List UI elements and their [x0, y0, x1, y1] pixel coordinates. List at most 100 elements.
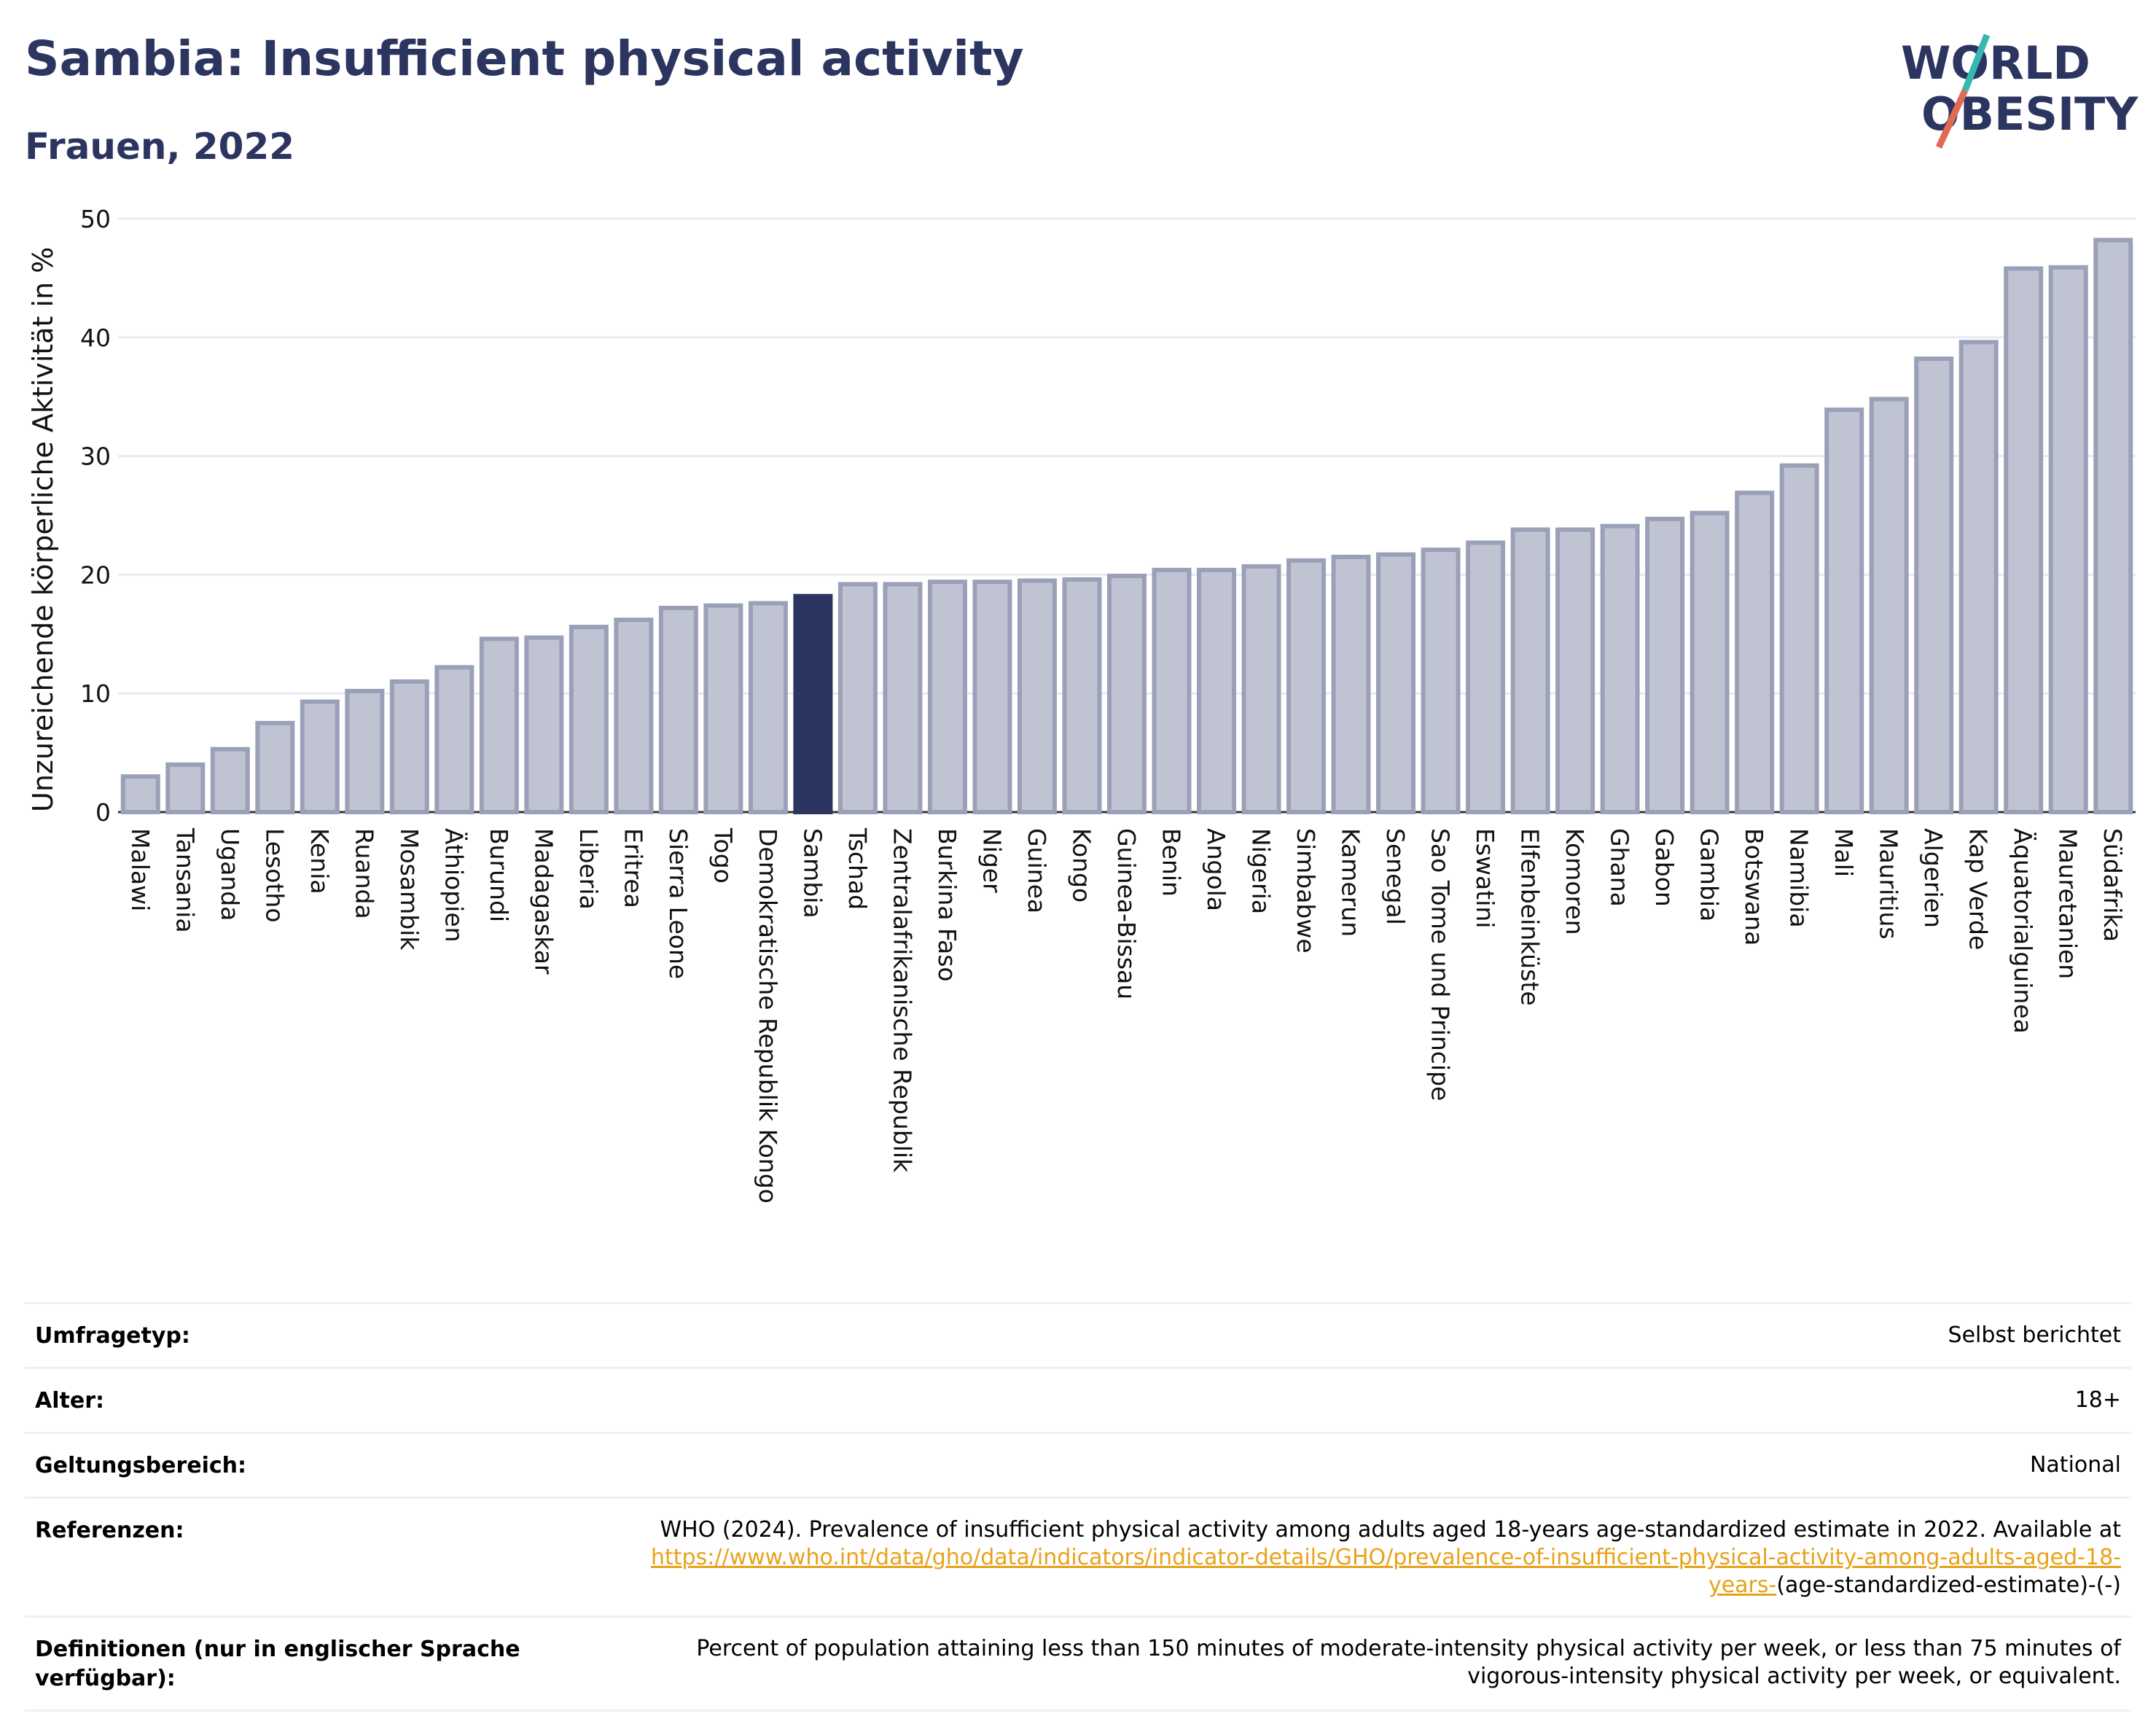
x-tick-label: Liberia — [574, 828, 603, 910]
meta-row-age: Alter: 18+ — [25, 1369, 2131, 1434]
x-tick-label: Togo — [708, 827, 737, 884]
bar-simbabwe[interactable] — [1286, 558, 1327, 814]
x-tick-label: Namibia — [1785, 828, 1813, 928]
bar-tschad[interactable] — [837, 582, 878, 814]
x-tick-label: Tansania — [171, 827, 199, 933]
logo-slash-teal — [1961, 34, 1991, 92]
logo-slash-coral — [1935, 89, 1969, 149]
x-tick-label: Mauretanien — [2054, 828, 2082, 979]
bar-malawi[interactable] — [120, 774, 160, 815]
bars — [120, 238, 2133, 815]
bar-senegal[interactable] — [1376, 552, 1416, 814]
bar-ghana[interactable] — [1600, 523, 1640, 814]
reference-suffix: (age-standardized-estimate)-(-) — [1776, 1572, 2121, 1598]
x-tick-label: Niger — [977, 828, 1006, 893]
x-tick-label: Äquatorialguinea — [2009, 828, 2037, 1034]
meta-key: Umfragetyp: — [35, 1323, 190, 1349]
x-tick-label: Gambia — [1695, 828, 1724, 921]
bar-äthiopien[interactable] — [434, 665, 474, 814]
bar-uganda[interactable] — [210, 746, 250, 814]
bar-gambia[interactable] — [1690, 510, 1730, 815]
bar-namibia[interactable] — [1779, 463, 1819, 815]
bar-benin[interactable] — [1152, 567, 1192, 814]
x-tick-label: Eritrea — [619, 828, 647, 908]
x-tick-label: Ruanda — [350, 828, 378, 919]
y-tick-label: 20 — [80, 561, 111, 589]
bar-südafrika[interactable] — [2093, 238, 2133, 814]
x-tick-label: Madagaskar — [529, 828, 558, 975]
bar-zentralafrikanische-republik[interactable] — [883, 582, 923, 814]
bar-burkina-faso[interactable] — [927, 580, 967, 815]
x-tick-labels: Malawi Tansania Uganda Lesotho Kenia Ruanda Mo… — [126, 827, 2127, 1204]
bar-kongo[interactable] — [1062, 577, 1102, 814]
bar-eritrea[interactable] — [614, 617, 654, 814]
x-tick-label: Angola — [1202, 828, 1230, 911]
bar-botswana[interactable] — [1735, 491, 1775, 814]
bar-sao-tome-und-principe[interactable] — [1421, 547, 1461, 814]
x-tick-label: Mosambik — [395, 828, 423, 951]
bar-liberia[interactable] — [569, 625, 609, 814]
x-tick-label: Benin — [1157, 828, 1186, 897]
bar-lesotho[interactable] — [255, 720, 295, 815]
x-tick-label: Burundi — [485, 828, 513, 922]
bar-äquatorialguinea[interactable] — [2004, 266, 2044, 815]
x-tick-label: Tschad — [843, 827, 872, 910]
x-tick-label: Mauritius — [1875, 828, 1903, 940]
bar-mosambik[interactable] — [389, 679, 429, 814]
bar-algerien[interactable] — [1914, 356, 1954, 814]
meta-value: Percent of population attaining less tha… — [696, 1636, 2121, 1689]
bar-niger[interactable] — [972, 580, 1012, 815]
bar-nigeria[interactable] — [1241, 564, 1281, 815]
bar-kenia[interactable] — [300, 699, 340, 815]
x-tick-label: Algerien — [1919, 828, 1948, 928]
reference-link[interactable]: https://www.who.int/data/gho/data/indica… — [651, 1545, 2121, 1598]
x-tick-label: Sambia — [798, 828, 827, 919]
x-tick-label: Simbabwe — [1292, 828, 1320, 954]
x-tick-label: Malawi — [126, 828, 155, 911]
bar-demokratische-republik-kongo[interactable] — [748, 601, 788, 814]
bar-elfenbeinküste[interactable] — [1510, 527, 1550, 814]
bar-komoren[interactable] — [1555, 527, 1595, 814]
meta-value: WHO (2024). Prevalence of insufficient p… — [589, 1516, 2121, 1599]
x-tick-label: Demokratische Republik Kongo — [754, 828, 782, 1204]
y-tick-label: 0 — [95, 798, 111, 827]
bar-burundi[interactable] — [479, 636, 519, 815]
x-tick-label: Lesotho — [260, 828, 289, 923]
bar-sambia[interactable] — [793, 593, 833, 814]
y-tick-label: 40 — [80, 324, 111, 352]
x-tick-label: Ghana — [1606, 828, 1634, 907]
bar-chart: 0 10 20 30 40 50 Malawi Tansania Uganda Lesotho K… — [27, 205, 2136, 1204]
x-tick-label: Zentralafrikanische Republik — [888, 828, 916, 1173]
meta-row-scope: Geltungsbereich: National — [25, 1434, 2131, 1499]
bar-mauritius[interactable] — [1869, 397, 1909, 814]
bar-tansania[interactable] — [165, 762, 206, 815]
bar-gabon[interactable] — [1645, 516, 1685, 814]
bar-ruanda[interactable] — [345, 688, 385, 814]
bar-eswatini[interactable] — [1466, 540, 1506, 814]
bar-mali[interactable] — [1824, 408, 1864, 814]
bar-togo[interactable] — [703, 603, 743, 815]
bar-sierra-leone[interactable] — [658, 605, 698, 814]
x-tick-label: Nigeria — [1247, 828, 1276, 914]
x-tick-label: Gabon — [1650, 828, 1679, 907]
bar-mauretanien[interactable] — [2048, 265, 2088, 814]
bar-madagaskar[interactable] — [524, 635, 564, 815]
world-obesity-logo: WORLD OBESITY — [1901, 34, 2139, 149]
meta-row-references: Referenzen: WHO (2024). Prevalence of in… — [25, 1499, 2131, 1618]
x-tick-label: Mali — [1829, 828, 1858, 877]
bar-kap-verde[interactable] — [1958, 340, 1999, 814]
meta-row-definitions: Definitionen (nur in englischer Sprache … — [25, 1618, 2131, 1712]
meta-key: Geltungsbereich: — [35, 1453, 247, 1478]
x-tick-label: Senegal — [1381, 828, 1410, 925]
bar-guinea[interactable] — [1017, 578, 1057, 814]
meta-key: Referenzen: — [35, 1518, 184, 1543]
bar-kamerun[interactable] — [1331, 554, 1371, 814]
bar-angola[interactable] — [1197, 567, 1237, 814]
meta-value: 18+ — [2074, 1387, 2121, 1413]
y-axis-label: Unzureichende körperliche Aktivität in % — [27, 247, 59, 812]
x-tick-label: Uganda — [216, 828, 244, 921]
meta-value: National — [2029, 1452, 2121, 1478]
chart-subtitle: Frauen, 2022 — [25, 125, 295, 168]
x-tick-label: Elfenbeinküste — [1516, 828, 1544, 1006]
bar-guinea-bissau[interactable] — [1107, 574, 1147, 814]
